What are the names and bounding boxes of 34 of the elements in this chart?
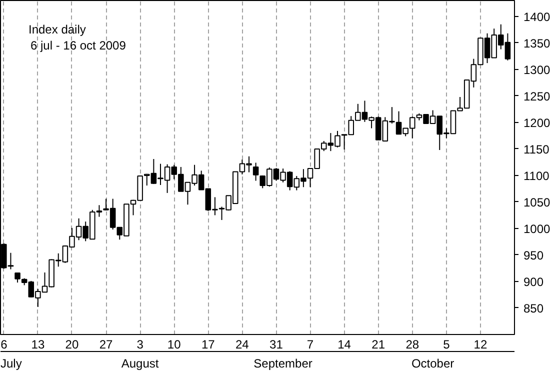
y-tick-label: 1150 <box>524 142 550 156</box>
candlestick <box>252 162 259 182</box>
y-tick-label: 950 <box>524 248 544 262</box>
text: 6 jul - 16 oct 2009 <box>30 38 126 52</box>
y-tick-label: 900 <box>524 274 544 289</box>
y-tick-label: 1050 <box>524 195 551 210</box>
x-tick-label: 28 <box>406 338 420 352</box>
x-tick-label: 12 <box>474 338 488 352</box>
text: September <box>254 356 312 370</box>
y-tick-label: 1350 <box>524 36 551 50</box>
x-tick-label: 17 <box>201 338 216 352</box>
text: July <box>0 356 22 370</box>
x-tick-label: 10 <box>167 338 182 352</box>
y-tick-label: 1400 <box>524 10 551 24</box>
x-tick-label: 20 <box>65 338 79 352</box>
x-tick-label: 3 <box>136 338 144 352</box>
text: August <box>121 356 160 370</box>
x-tick-label: 14 <box>338 338 352 352</box>
y-tick-label: 1000 <box>524 222 551 236</box>
y-tick-label: 1200 <box>524 116 551 130</box>
y-tick-label: 1250 <box>524 89 551 104</box>
x-tick-label: 24 <box>236 338 250 352</box>
x-tick-label: 5 <box>443 338 450 352</box>
text: Index daily <box>28 22 86 36</box>
y-tick-label: 1100 <box>524 168 550 183</box>
text: October <box>411 356 454 370</box>
x-tick-label: 13 <box>31 338 45 352</box>
y-tick-label: 850 <box>524 301 544 316</box>
x-tick-label: 27 <box>99 338 114 352</box>
x-tick-label: 6 <box>0 338 8 352</box>
x-tick-label: 31 <box>270 338 284 352</box>
x-tick-label: 7 <box>306 338 314 352</box>
x-tick-label: 21 <box>372 338 386 352</box>
y-tick-label: 1300 <box>524 62 551 77</box>
